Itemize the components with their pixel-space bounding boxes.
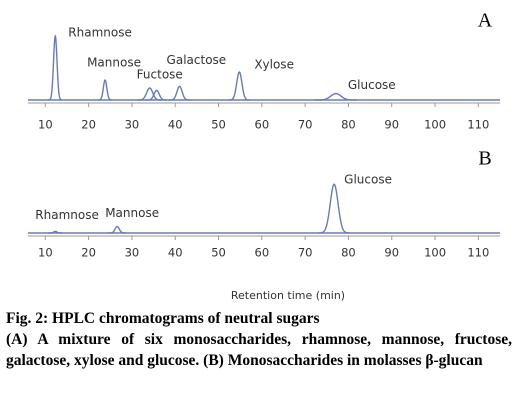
x-tick-label: 110 [467,246,489,260]
peak [169,85,190,101]
peak [98,79,113,101]
caption: Fig. 2: HPLC chromatograms of neutral su… [6,308,512,371]
peak-label: Xylose [254,58,294,72]
peak-label: Rhamnose [35,208,99,222]
x-tick-label: 70 [298,246,313,260]
peak-label: Rhamnose [68,26,132,40]
peak-label: Fuctose [137,68,183,82]
peak-label: Mannose [105,206,159,220]
peak-label: Glucose [348,78,396,92]
x-tick-label: 60 [255,118,270,132]
x-tick-label: 50 [211,118,226,132]
panel-label: A [478,10,493,32]
x-tick-label: 30 [125,118,140,132]
x-tick-label: 20 [81,246,96,260]
x-tick-label: 60 [255,246,270,260]
x-tick-label: 90 [384,246,399,260]
peak [146,89,167,101]
peak [318,183,350,234]
peak [315,92,357,101]
caption-text: (A) A mixture of six monosaccharides, rh… [6,331,512,369]
x-tick-label: 10 [38,118,53,132]
x-tick-label: 10 [38,246,53,260]
x-tick-label: 30 [125,246,140,260]
x-tick-label: 80 [341,246,356,260]
x-tick-label: 100 [424,246,446,260]
peak [137,87,162,101]
x-tick-label: 70 [298,118,313,132]
chart: Retention time (min) A 10 20 30 40 50 60 70 80 90… [28,10,500,302]
peak-label: Glucose [344,173,392,187]
peak-label: Mannose [87,56,141,70]
x-tick-label: 110 [467,118,489,132]
x-axis-title: Retention time (min) [231,289,345,302]
x-tick-label: 20 [81,118,96,132]
peak [48,34,63,101]
panel-label: B [478,148,491,170]
caption-title: Fig. 2: HPLC chromatograms of neutral su… [6,310,320,327]
x-tick-label: 90 [384,118,399,132]
peak-label: Galactose [167,53,227,67]
x-tick-label: 40 [168,246,183,260]
x-tick-label: 40 [168,118,183,132]
peak [108,225,126,234]
x-tick-label: 50 [211,246,226,260]
x-tick-label: 80 [341,118,356,132]
x-tick-label: 100 [424,118,446,132]
peak [48,230,63,234]
peak [228,71,250,101]
